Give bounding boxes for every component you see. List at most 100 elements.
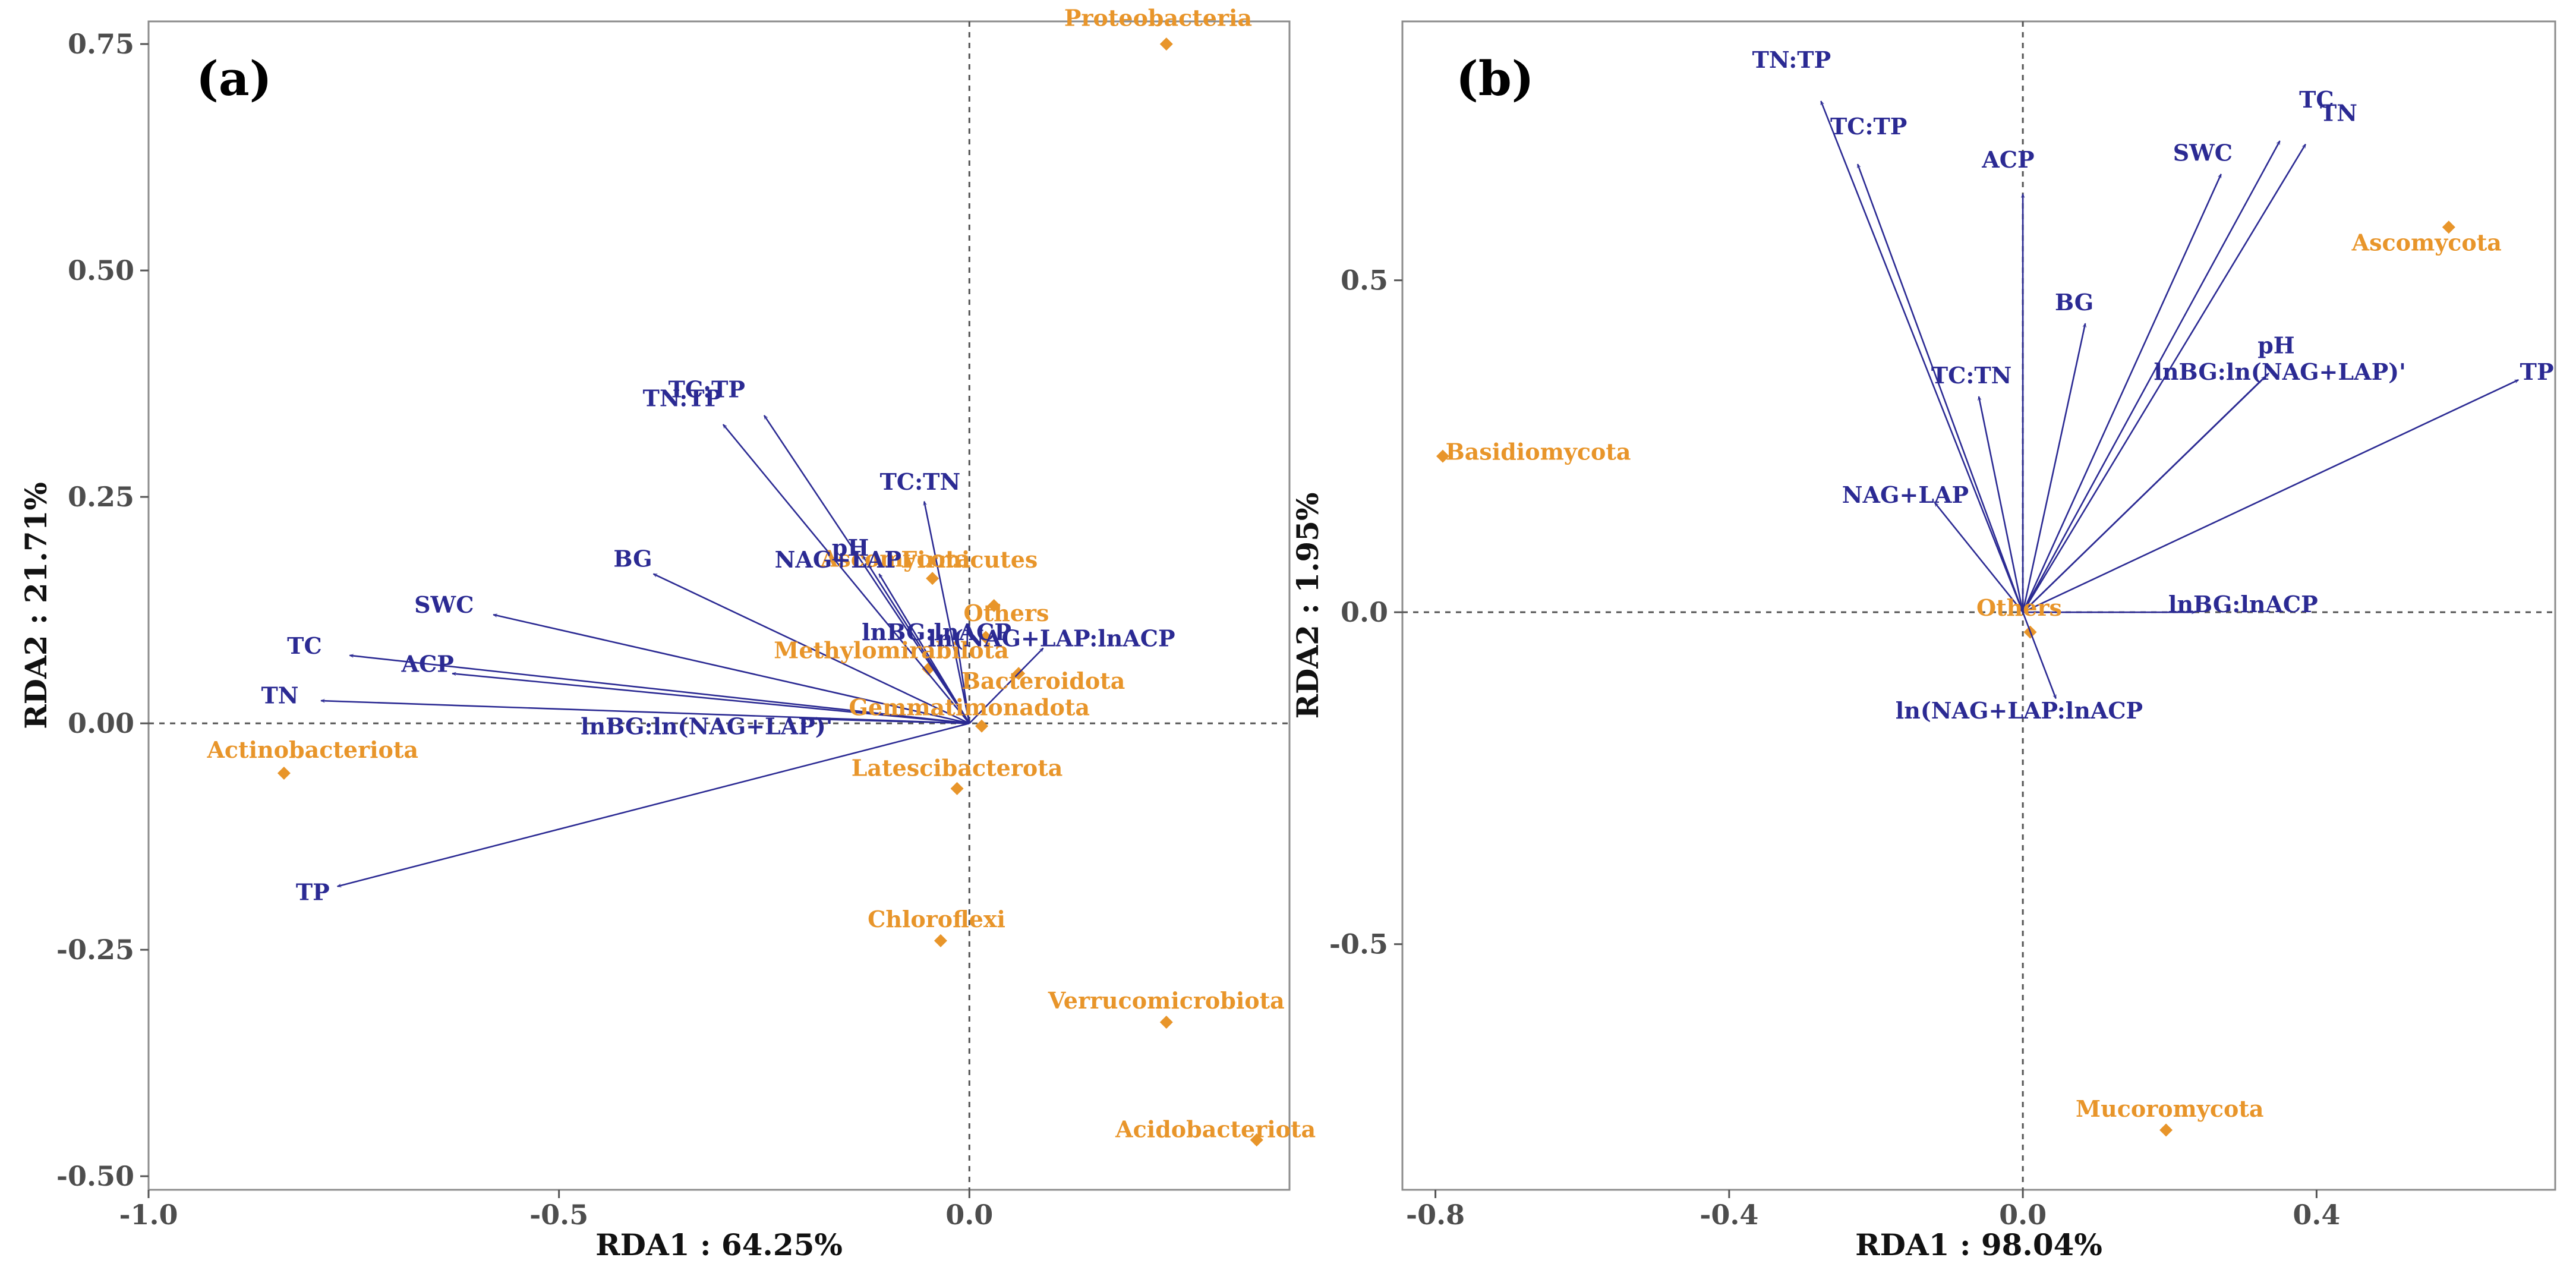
env-arrow xyxy=(924,502,970,724)
env-arrow xyxy=(805,719,970,724)
species-label: Others xyxy=(1976,594,2062,621)
env-arrow-label: TC:TP xyxy=(669,376,745,402)
env-arrow-label: pH xyxy=(832,534,869,561)
env-arrow xyxy=(338,722,970,886)
env-arrow-label: ln(NAG+LAP:lnACP xyxy=(928,625,1175,652)
env-arrow xyxy=(878,574,970,724)
x-tick-label: -0.5 xyxy=(529,1199,588,1231)
y-axis-title: RDA2 : 1.95% xyxy=(1290,492,1325,719)
y-tick-label: 0.25 xyxy=(68,481,134,513)
species-label: Proteobacteria xyxy=(1064,5,1252,31)
env-arrow-label: TC:TN xyxy=(1931,362,2012,389)
species-label: Actinobacteriota xyxy=(206,736,418,763)
env-arrow xyxy=(1979,396,2024,613)
env-arrow-label: BG xyxy=(2055,289,2093,316)
species-label: Latescibacterota xyxy=(852,755,1063,782)
env-arrow xyxy=(722,424,970,724)
env-arrow xyxy=(452,673,970,724)
species-label: Ascomycota xyxy=(820,545,970,572)
env-arrow-label: BG xyxy=(613,545,652,572)
env-arrow xyxy=(493,615,970,724)
species-point xyxy=(975,719,989,733)
species-point xyxy=(979,631,992,644)
env-arrow-label: lnBG:ln(NAG+LAP)' xyxy=(2154,358,2405,385)
y-tick-label: -0.25 xyxy=(56,934,134,966)
env-arrow xyxy=(2022,141,2281,613)
env-arrow-label: pH xyxy=(2257,332,2294,359)
env-arrow-label: SWC xyxy=(414,591,474,618)
env-arrow-label: SWC xyxy=(2173,140,2233,166)
env-arrow xyxy=(2022,612,2057,698)
species-point xyxy=(1159,37,1173,51)
env-arrow xyxy=(1820,101,2024,613)
env-arrow xyxy=(2022,174,2222,613)
env-arrow-label: TN xyxy=(2320,100,2357,127)
x-tick-label: 0.4 xyxy=(2293,1199,2340,1231)
x-tick-label: -0.4 xyxy=(1700,1199,1758,1231)
panel-a: -1.0 -0.5 0.0 -0.50 -0.25 0.00 0.25 0.50 0.75 RDA… xyxy=(18,5,1316,1262)
species-label: Firmicutes xyxy=(901,546,1038,573)
env-arrow xyxy=(862,556,970,724)
env-arrow-label: TC xyxy=(287,632,322,659)
env-arrow-label: TN xyxy=(261,682,298,709)
panel-label: (b) xyxy=(1456,51,1534,106)
x-tick-label: 0.0 xyxy=(1999,1199,2047,1231)
env-arrow xyxy=(1934,502,2024,613)
env-arrow xyxy=(763,415,970,724)
y-axis-title: RDA2 : 21.71% xyxy=(18,482,53,729)
y-tick-label: -0.50 xyxy=(56,1160,134,1192)
plot-frame xyxy=(147,20,1291,1191)
species-point xyxy=(934,934,947,947)
env-arrow-label: lnBG:lnACP xyxy=(862,619,1011,645)
env-arrow xyxy=(969,647,1044,724)
env-arrow-label: lnBG:ln(NAG+LAP)' xyxy=(581,713,833,739)
plot-frame xyxy=(1401,20,2556,1191)
env-arrow-label: TN:TP xyxy=(643,385,722,412)
env-arrow xyxy=(1856,164,2024,613)
species-label: Basidiomycota xyxy=(1446,438,1631,465)
species-label: Chloroflexi xyxy=(868,906,1005,932)
env-arrow-label: lnBG:lnACP xyxy=(2168,591,2318,617)
env-arrow-label: ACP xyxy=(401,650,453,677)
y-tick-label: 0.0 xyxy=(1341,596,1388,628)
species-label: Verrucomicrobiota xyxy=(1048,987,1285,1014)
env-arrow xyxy=(349,656,970,724)
env-arrow-label: ACP xyxy=(1981,146,2034,173)
env-arrow-label: TC:TN xyxy=(880,468,961,495)
x-tick-label: -0.8 xyxy=(1406,1199,1465,1231)
species-point xyxy=(1250,1133,1263,1147)
env-arrow xyxy=(2022,376,2266,613)
x-tick-label: 0.0 xyxy=(945,1199,993,1231)
y-tick-label: 0.00 xyxy=(68,707,134,739)
env-arrow-label: TC xyxy=(2299,86,2334,113)
y-tick-label: 0.75 xyxy=(68,28,134,60)
env-arrow-label: NAG+LAP xyxy=(1842,481,1969,508)
env-arrow-label: TP xyxy=(296,878,330,905)
species-label: Ascomycota xyxy=(2351,229,2502,256)
x-tick-label: -1.0 xyxy=(119,1199,178,1231)
y-tick-label: -0.5 xyxy=(1329,928,1388,960)
species-label: Bacteroidota xyxy=(961,667,1125,694)
env-arrow-label: TC:TP xyxy=(1830,113,1907,140)
env-arrow xyxy=(321,701,970,724)
env-arrow-label: NAG+LAP xyxy=(775,546,901,573)
species-point xyxy=(987,599,1001,612)
species-point xyxy=(950,782,964,795)
species-label: Mucoromycota xyxy=(2076,1095,2264,1122)
species-point xyxy=(1436,449,1449,463)
env-arrow-label: TP xyxy=(2520,358,2554,385)
species-point xyxy=(277,766,291,780)
env-arrow-label: TN:TP xyxy=(1752,46,1831,73)
species-point xyxy=(926,572,939,585)
panel-label: (a) xyxy=(196,51,272,106)
species-point xyxy=(1159,1016,1173,1029)
env-arrow xyxy=(2022,144,2306,613)
species-point xyxy=(2159,1123,2173,1137)
species-point xyxy=(2442,220,2455,234)
species-label: Gemmatimonadota xyxy=(849,694,1090,720)
env-arrow-label: ln(NAG+LAP:lnACP xyxy=(1896,697,2143,724)
y-tick-label: 0.50 xyxy=(68,254,134,286)
x-axis-title: RDA1 : 98.04% xyxy=(1855,1227,2102,1262)
y-tick-label: 0.5 xyxy=(1341,264,1388,297)
